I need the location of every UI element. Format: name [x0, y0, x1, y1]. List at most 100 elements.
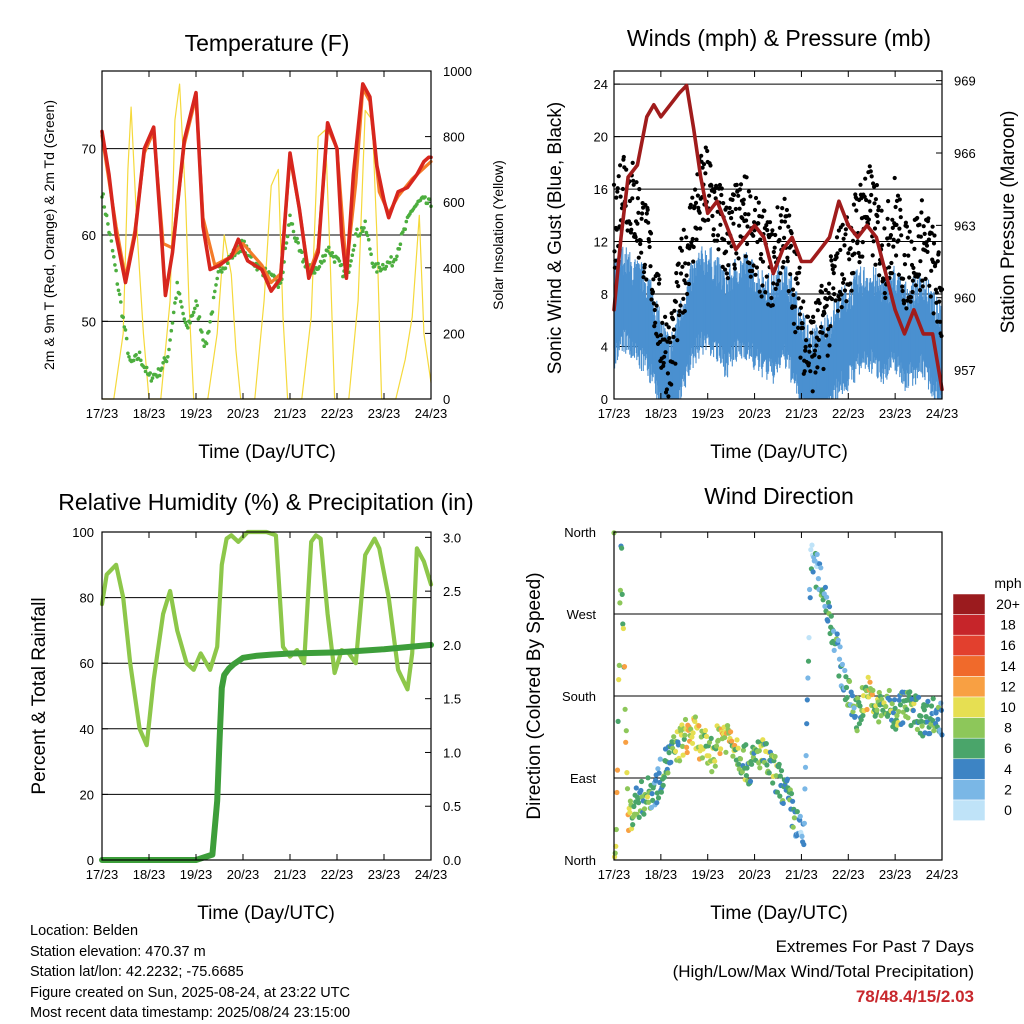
gust-point — [723, 267, 728, 272]
gust-point — [836, 228, 842, 233]
gust-point — [874, 183, 880, 188]
dewpoint-point — [389, 255, 393, 259]
speed-legend-swatch — [952, 696, 986, 718]
gust-point — [674, 280, 679, 285]
gust-point — [841, 280, 846, 285]
direction-point — [919, 723, 925, 729]
direction-point — [612, 850, 618, 856]
gust-point — [777, 237, 782, 243]
direction-point — [730, 753, 736, 759]
dewpoint-point — [366, 237, 371, 242]
gust-point — [648, 264, 653, 269]
gust-point — [860, 240, 865, 245]
gust-point — [900, 284, 905, 289]
gust-point — [644, 277, 649, 282]
dewpoint-point — [126, 351, 130, 356]
gust-point — [657, 277, 662, 282]
gust-point — [895, 193, 901, 198]
gust-point — [889, 271, 895, 276]
gust-point — [819, 283, 824, 288]
direction-point — [814, 551, 820, 558]
gust-point — [701, 162, 707, 167]
gust-point — [840, 222, 845, 227]
gust-point — [866, 217, 872, 222]
gust-point — [775, 282, 780, 287]
dewpoint-point — [358, 232, 363, 236]
direction-point — [897, 702, 904, 708]
gust-point — [931, 241, 937, 246]
gust-point — [918, 259, 923, 264]
direction-point — [613, 826, 619, 833]
direction-point — [712, 763, 718, 769]
direction-point — [810, 569, 816, 575]
gust-point — [655, 334, 660, 339]
winds-ytick-right-label: 966 — [954, 146, 976, 161]
gust-point — [642, 262, 648, 267]
gust-point — [638, 241, 643, 247]
dewpoint-point — [166, 355, 170, 359]
gust-point — [662, 354, 667, 359]
gust-point — [798, 355, 803, 360]
dewpoint-point — [139, 358, 143, 363]
dewpoint-point — [134, 353, 138, 357]
direction-point — [852, 713, 858, 720]
direction-point — [893, 726, 899, 732]
gust-point — [785, 259, 790, 264]
gust-point — [808, 369, 813, 374]
winds-ylabel: Sonic Wind & Gust (Blue, Black) — [545, 102, 566, 374]
gust-point — [917, 222, 922, 227]
precipitation-line — [99, 641, 434, 863]
gust-point — [647, 239, 652, 244]
gust-point — [682, 309, 687, 314]
gust-point — [829, 258, 834, 263]
dewpoint-point — [194, 299, 198, 303]
humidity-ytick-label: 20 — [80, 787, 94, 802]
gust-point — [690, 195, 695, 200]
direction-point — [649, 791, 655, 797]
dewpoint-point — [363, 219, 368, 224]
dewpoint-point — [423, 195, 427, 199]
wind-direction-ylabel: Direction (Colored By Speed) — [524, 572, 545, 819]
dewpoint-point — [381, 262, 385, 267]
direction-point — [708, 735, 714, 742]
direction-point — [780, 800, 786, 807]
gust-point — [736, 193, 741, 198]
dewpoint-series — [100, 192, 433, 383]
speed-legend-swatch — [952, 634, 986, 657]
direction-point — [645, 775, 651, 781]
dewpoint-point — [225, 261, 230, 266]
dewpoint-point — [323, 253, 328, 258]
gust-point — [869, 192, 874, 198]
gust-point — [755, 239, 760, 245]
gust-point — [760, 283, 765, 288]
dewpoint-point — [350, 253, 355, 257]
temperature-xtick-label: 23/23 — [368, 406, 401, 421]
dewpoint-point — [330, 251, 335, 255]
winds-ytick-label: 12 — [594, 235, 608, 250]
gust-point — [631, 178, 636, 183]
gust-point — [663, 350, 668, 355]
gust-point — [817, 301, 822, 306]
direction-point — [631, 803, 637, 810]
direction-point — [615, 718, 621, 725]
gust-point — [630, 196, 635, 201]
direction-point — [808, 547, 814, 553]
gust-point — [870, 253, 875, 258]
dewpoint-point — [415, 202, 419, 206]
gust-point — [826, 290, 831, 296]
gust-point — [773, 232, 778, 238]
direction-point — [621, 664, 628, 670]
dewpoint-point — [351, 248, 356, 252]
gust-point — [903, 220, 909, 225]
wind-direction-xtick-label: 19/23 — [691, 867, 724, 882]
dewpoint-point — [398, 242, 403, 246]
direction-point — [684, 749, 690, 756]
gust-point — [841, 236, 846, 241]
gust-point — [902, 253, 907, 258]
gust-point — [782, 196, 787, 201]
humidity-xtick-label: 20/23 — [227, 867, 260, 882]
gust-point — [651, 301, 656, 306]
direction-point — [804, 721, 810, 727]
wind-direction-title: Wind Direction — [704, 483, 854, 509]
